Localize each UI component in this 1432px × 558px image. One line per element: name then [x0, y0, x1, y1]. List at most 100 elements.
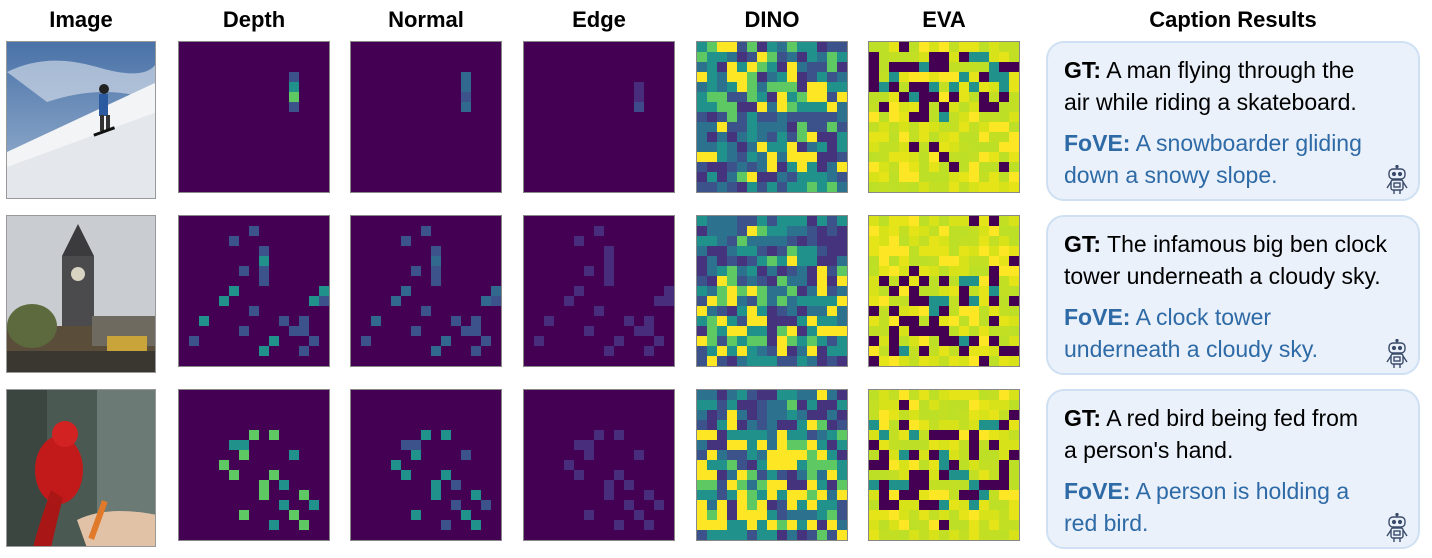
- heatmap-cell: [727, 520, 737, 530]
- heatmap-cell: [827, 162, 837, 172]
- heatmap-cell: [949, 266, 959, 276]
- heatmap-cell: [727, 460, 737, 470]
- fove-caption-row-2: FoVE: A clock tower: [1064, 302, 1410, 333]
- heatmap-cell: [959, 236, 969, 246]
- heatmap-cell: [797, 326, 807, 336]
- heatmap-cell: [999, 520, 1009, 530]
- heatmap-cell: [909, 236, 919, 246]
- heatmap-cell: [919, 490, 929, 500]
- heatmap-cell: [949, 520, 959, 530]
- heatmap-cell: [717, 82, 727, 92]
- heatmap-cell: [969, 480, 979, 490]
- heatmap-cell: [969, 296, 979, 306]
- heatmap-cell: [869, 420, 879, 430]
- heatmap-cell: [827, 82, 837, 92]
- heatmap-cell: [461, 82, 471, 92]
- heatmap-cell: [787, 102, 797, 112]
- heatmap-cell: [869, 470, 879, 480]
- heatmap-cell: [787, 336, 797, 346]
- heatmap-cell: [827, 122, 837, 132]
- heatmap-cell: [999, 42, 1009, 52]
- heatmap-cell: [737, 132, 747, 142]
- edge-map-row-2: [523, 215, 675, 367]
- heatmap-cell: [737, 326, 747, 336]
- heatmap-cell: [899, 356, 909, 366]
- heatmap-cell: [441, 520, 451, 530]
- heatmap-cell: [999, 306, 1009, 316]
- heatmap-cell: [747, 112, 757, 122]
- heatmap-cell: [737, 490, 747, 500]
- heatmap-cell: [869, 356, 879, 366]
- heatmap-cell: [777, 286, 787, 296]
- heatmap-cell: [737, 336, 747, 346]
- heatmap-cell: [817, 420, 827, 430]
- heatmap-cell: [767, 236, 777, 246]
- heatmap-cell: [727, 182, 737, 192]
- heatmap-cell: [979, 152, 989, 162]
- heatmap-cell: [717, 420, 727, 430]
- heatmap-cell: [717, 162, 727, 172]
- heatmap-cell: [889, 326, 899, 336]
- heatmap-cell: [949, 236, 959, 246]
- heatmap-cell: [767, 460, 777, 470]
- heatmap-cell: [807, 356, 817, 366]
- heatmap-cell: [807, 460, 817, 470]
- heatmap-cell: [949, 480, 959, 490]
- heatmap-cell: [979, 530, 989, 540]
- heatmap-cell: [747, 460, 757, 470]
- heatmap-cell: [879, 102, 889, 112]
- heatmap-cell: [757, 42, 767, 52]
- heatmap-cell: [767, 62, 777, 72]
- heatmap-cell: [909, 296, 919, 306]
- heatmap-cell: [767, 410, 777, 420]
- heatmap-cell: [757, 62, 767, 72]
- heatmap-cell: [929, 246, 939, 256]
- heatmap-cell: [219, 296, 229, 306]
- heatmap-cell: [929, 306, 939, 316]
- normal-map-row-2: [350, 215, 502, 367]
- heatmap-cell: [969, 246, 979, 256]
- heatmap-cell: [757, 216, 767, 226]
- heatmap-cell: [717, 152, 727, 162]
- heatmap-cell: [747, 470, 757, 480]
- heatmap-cell: [707, 216, 717, 226]
- heatmap-cell: [909, 112, 919, 122]
- heatmap-cell: [929, 510, 939, 520]
- heatmap-cell: [929, 286, 939, 296]
- heatmap-cell: [777, 226, 787, 236]
- heatmap-cell: [929, 336, 939, 346]
- heatmap-cell: [999, 72, 1009, 82]
- heatmap-cell: [797, 520, 807, 530]
- heatmap-cell: [949, 112, 959, 122]
- heatmap-cell: [909, 72, 919, 82]
- heatmap-cell: [727, 42, 737, 52]
- heatmap-cell: [939, 480, 949, 490]
- heatmap-cell: [757, 430, 767, 440]
- heatmap-cell: [797, 510, 807, 520]
- heatmap-cell: [979, 62, 989, 72]
- heatmap-cell: [959, 276, 969, 286]
- heatmap-cell: [909, 52, 919, 62]
- heatmap-cell: [777, 182, 787, 192]
- edge-map-row-2-svg: [534, 226, 674, 356]
- heatmap-cell: [869, 82, 879, 92]
- heatmap-cell: [989, 490, 999, 500]
- heatmap-cell: [777, 430, 787, 440]
- heatmap-cell: [939, 500, 949, 510]
- heatmap-cell: [767, 182, 777, 192]
- heatmap-cell: [889, 286, 899, 296]
- heatmap-cell: [259, 480, 269, 490]
- heatmap-cell: [919, 336, 929, 346]
- heatmap-cell: [949, 530, 959, 540]
- heatmap-cell: [879, 72, 889, 82]
- heatmap-cell: [939, 122, 949, 132]
- heatmap-cell: [879, 162, 889, 172]
- heatmap-cell: [959, 256, 969, 266]
- heatmap-cell: [919, 286, 929, 296]
- heatmap-cell: [807, 490, 817, 500]
- edge-map-row-3: [523, 389, 675, 541]
- heatmap-cell: [289, 102, 299, 112]
- heatmap-cell: [817, 296, 827, 306]
- heatmap-cell: [899, 92, 909, 102]
- heatmap-cell: [747, 530, 757, 540]
